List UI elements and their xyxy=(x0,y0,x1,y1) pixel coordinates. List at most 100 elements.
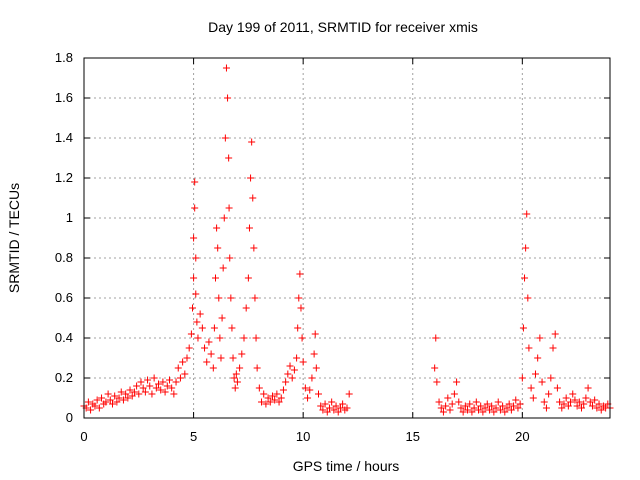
data-point xyxy=(321,400,329,408)
data-point xyxy=(304,394,312,402)
data-point xyxy=(549,344,557,352)
data-point xyxy=(485,406,493,414)
data-point xyxy=(188,304,196,312)
data-point xyxy=(459,408,467,416)
data-point xyxy=(534,354,542,362)
data-point xyxy=(571,396,579,404)
data-point xyxy=(102,398,110,406)
data-point xyxy=(98,394,106,402)
data-point xyxy=(527,384,535,392)
data-point xyxy=(181,370,189,378)
data-point xyxy=(290,366,298,374)
data-point xyxy=(216,334,224,342)
data-point xyxy=(575,398,583,406)
data-point xyxy=(193,318,201,326)
data-point xyxy=(229,354,237,362)
data-point xyxy=(271,396,279,404)
data-point xyxy=(336,404,344,412)
data-point xyxy=(144,376,152,384)
data-point xyxy=(488,402,496,410)
data-point xyxy=(308,374,316,382)
data-point xyxy=(146,382,154,390)
data-point xyxy=(306,386,314,394)
data-point xyxy=(228,324,236,332)
data-point xyxy=(190,234,198,242)
data-point xyxy=(266,398,274,406)
data-point xyxy=(442,402,450,410)
data-point xyxy=(297,304,305,312)
data-point xyxy=(464,406,472,414)
data-point xyxy=(124,394,132,402)
data-point xyxy=(135,390,143,398)
data-point xyxy=(273,390,281,398)
data-point xyxy=(226,254,234,262)
data-point xyxy=(564,402,572,410)
data-point xyxy=(191,178,199,186)
data-point xyxy=(432,334,440,342)
data-point xyxy=(586,398,594,406)
data-point xyxy=(540,398,548,406)
data-point xyxy=(196,310,204,318)
data-point xyxy=(210,324,218,332)
data-point xyxy=(141,388,149,396)
data-point xyxy=(84,398,92,406)
data-point xyxy=(236,364,244,372)
data-point xyxy=(212,274,219,282)
data-point xyxy=(524,294,532,302)
data-point xyxy=(221,134,229,142)
data-point xyxy=(279,386,287,394)
data-point xyxy=(174,364,182,372)
data-point xyxy=(310,350,318,358)
data-point xyxy=(522,244,530,252)
grid-lines xyxy=(84,58,610,418)
data-point xyxy=(91,402,99,410)
data-point xyxy=(251,294,259,302)
data-point xyxy=(209,364,217,372)
data-point xyxy=(516,400,524,408)
data-point xyxy=(433,378,441,386)
data-point xyxy=(192,290,200,298)
data-point xyxy=(293,354,301,362)
data-point xyxy=(444,394,452,402)
data-point xyxy=(282,378,290,386)
data-point xyxy=(130,388,138,396)
data-point xyxy=(190,274,198,282)
data-point xyxy=(448,400,456,408)
data-point xyxy=(87,406,95,414)
data-point xyxy=(277,394,285,402)
data-point xyxy=(499,402,507,410)
data-point xyxy=(260,390,268,398)
data-point xyxy=(249,194,257,202)
data-point xyxy=(230,374,238,382)
data-point xyxy=(245,224,253,232)
data-point xyxy=(514,404,522,412)
y-tick-label: 0.6 xyxy=(55,290,73,305)
data-point xyxy=(224,94,232,102)
data-point xyxy=(165,376,173,384)
data-point xyxy=(286,362,294,370)
data-point xyxy=(247,174,255,182)
data-point xyxy=(152,384,160,392)
data-point xyxy=(298,334,306,342)
data-point xyxy=(466,400,474,408)
data-point xyxy=(323,408,331,416)
data-point xyxy=(593,404,601,412)
data-point xyxy=(481,404,489,412)
data-point xyxy=(268,392,276,400)
data-point xyxy=(299,358,307,366)
data-point xyxy=(201,344,209,352)
data-point xyxy=(345,390,353,398)
data-point xyxy=(472,398,480,406)
data-point xyxy=(547,374,555,382)
data-point xyxy=(431,364,439,372)
data-point xyxy=(468,408,476,416)
data-point xyxy=(192,254,200,262)
data-point xyxy=(562,394,570,402)
data-point xyxy=(312,364,320,372)
data-point xyxy=(155,380,163,388)
data-point xyxy=(262,400,270,408)
data-point xyxy=(483,400,491,408)
data-point xyxy=(317,402,325,410)
data-point xyxy=(453,378,461,386)
